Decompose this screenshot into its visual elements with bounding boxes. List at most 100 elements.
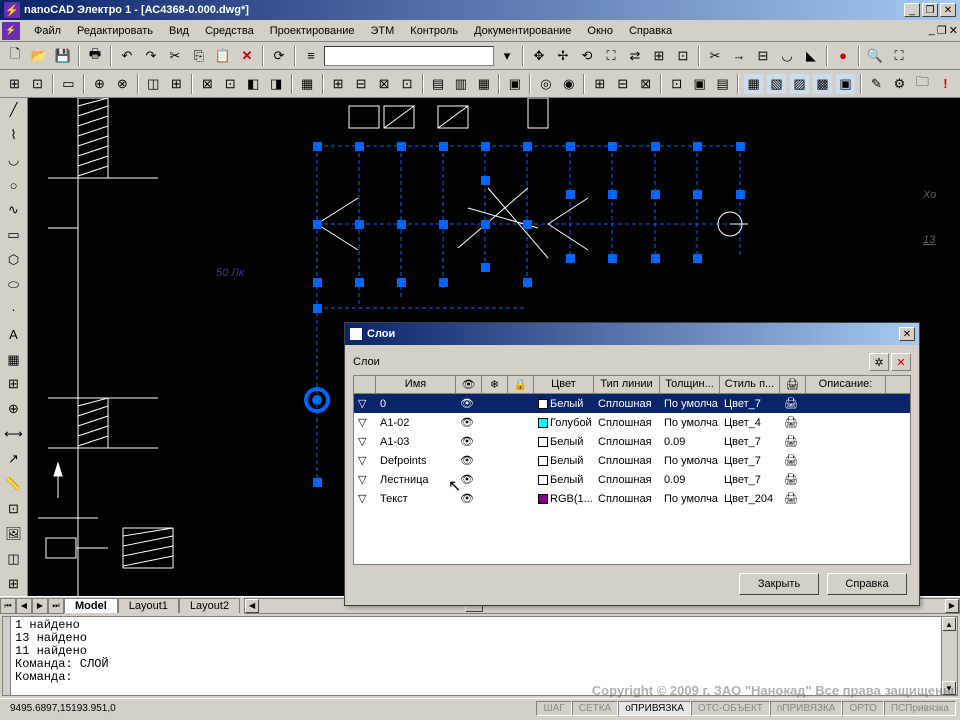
status-ОРТО[interactable]: ОРТО [842, 701, 883, 716]
layer-cell[interactable] [508, 422, 534, 424]
layer-cell[interactable]: По умолча [660, 492, 720, 506]
layer-col-header[interactable]: Стиль п... [720, 376, 780, 393]
layer-cell[interactable]: 🖨 [780, 453, 806, 468]
e2-icon[interactable]: ⊡ [27, 73, 48, 95]
e14-icon[interactable]: ⊟ [351, 73, 372, 95]
layer-cell[interactable] [482, 498, 508, 500]
e30-icon[interactable]: ▧ [766, 73, 787, 95]
e9-icon[interactable]: ⊡ [220, 73, 241, 95]
e19-icon[interactable]: ▦ [473, 73, 494, 95]
layer-cell[interactable]: 0 [376, 397, 456, 411]
e36-icon[interactable]: 🗀 [912, 73, 933, 95]
layer-cell[interactable]: А1-02 [376, 416, 456, 430]
rotate-icon[interactable]: ⟲ [576, 45, 598, 67]
e29-icon[interactable]: ▦ [743, 73, 764, 95]
layer-cell[interactable] [508, 441, 534, 443]
e17-icon[interactable]: ▤ [428, 73, 449, 95]
layer-cell[interactable]: 🖨 [780, 491, 806, 506]
layer-cell[interactable]: Голубой [534, 416, 594, 430]
layer-cell[interactable]: По умолча [660, 397, 720, 411]
e24-icon[interactable]: ⊟ [612, 73, 633, 95]
layer-cell[interactable] [806, 403, 886, 405]
e34-icon[interactable]: ✎ [866, 73, 887, 95]
layer-cell[interactable] [482, 441, 508, 443]
layer-cell[interactable]: 👁 [456, 453, 482, 468]
new-icon[interactable]: 🗋 [4, 45, 26, 67]
layer-row[interactable]: ▽А1-03👁БелыйСплошная0.09Цвет_7🖨 [354, 432, 910, 451]
layer-cell[interactable] [482, 479, 508, 481]
e32-icon[interactable]: ▩ [812, 73, 833, 95]
menu-Файл[interactable]: Файл [26, 23, 69, 39]
undo-icon[interactable]: ↶ [116, 45, 138, 67]
status-ОТС-ОБЪЕКТ[interactable]: ОТС-ОБЪЕКТ [691, 701, 770, 716]
layer-cell[interactable]: Сплошная [594, 397, 660, 411]
polyline-icon[interactable]: ⌇ [2, 124, 26, 147]
layer-cell[interactable]: ▽ [354, 396, 376, 411]
layer-cell[interactable]: 🖨 [780, 472, 806, 487]
table-icon[interactable]: ⊞ [2, 572, 26, 595]
layer-cell[interactable]: 👁 [456, 415, 482, 430]
redo-icon[interactable]: ↷ [140, 45, 162, 67]
insert-icon[interactable]: ⊕ [2, 398, 26, 421]
layer-cell[interactable] [806, 422, 886, 424]
layer-cell[interactable]: 0.09 [660, 473, 720, 487]
layer-cell[interactable] [806, 479, 886, 481]
refresh-icon[interactable]: ⟳ [268, 45, 290, 67]
e18-icon[interactable]: ▥ [450, 73, 471, 95]
layer-cell[interactable]: Сплошная [594, 435, 660, 449]
hatch-icon[interactable]: ▦ [2, 348, 26, 371]
circle-icon[interactable]: ○ [2, 174, 26, 197]
layer-col-header[interactable] [354, 376, 376, 393]
menu-Контроль[interactable]: Контроль [402, 23, 466, 39]
layer-row[interactable]: ▽Defpoints👁БелыйСплошнаяПо умолчаЦвет_7🖨 [354, 451, 910, 470]
layer-cell[interactable]: Белый [534, 473, 594, 487]
paste-icon[interactable]: 📋 [212, 45, 234, 67]
layer-col-header[interactable]: Толщин... [660, 376, 720, 393]
extend-icon[interactable]: → [728, 45, 750, 67]
layer-cell[interactable]: 👁 [456, 491, 482, 506]
fillet-icon[interactable]: ◡ [776, 45, 798, 67]
layer-cell[interactable]: Сплошная [594, 473, 660, 487]
zoom-icon[interactable]: 🔍 [864, 45, 886, 67]
e23-icon[interactable]: ⊞ [589, 73, 610, 95]
layer-cell[interactable] [508, 498, 534, 500]
layer-cell[interactable]: Сплошная [594, 454, 660, 468]
e3-icon[interactable]: ▭ [58, 73, 79, 95]
scroll-right-icon[interactable]: ▶ [945, 599, 959, 613]
menu-Вид[interactable]: Вид [161, 23, 197, 39]
copy-icon[interactable]: ⎘ [188, 45, 210, 67]
e8-icon[interactable]: ⊠ [197, 73, 218, 95]
scale-icon[interactable]: ⛶ [600, 45, 622, 67]
mdi-restore-button[interactable]: ❐ [937, 24, 947, 37]
e4-icon[interactable]: ⊕ [89, 73, 110, 95]
scroll-left-icon[interactable]: ◀ [245, 599, 259, 613]
layer-row[interactable]: ▽А1-02👁ГолубойСплошнаяПо умолчаЦвет_4🖨 [354, 413, 910, 432]
layer-cell[interactable]: 0.09 [660, 435, 720, 449]
menu-Справка[interactable]: Справка [621, 23, 680, 39]
ellipse-icon[interactable]: ⬭ [2, 273, 26, 296]
e20-icon[interactable]: ▣ [504, 73, 525, 95]
delete-icon[interactable]: ✕ [236, 45, 258, 67]
e7-icon[interactable]: ⊞ [166, 73, 187, 95]
e6-icon[interactable]: ◫ [143, 73, 164, 95]
cmd-handle[interactable] [3, 617, 11, 695]
line-icon[interactable]: ╱ [2, 99, 26, 122]
layer-cell[interactable]: По умолча [660, 416, 720, 430]
e33-icon[interactable]: ▣ [835, 73, 856, 95]
layer-col-header[interactable]: ❄ [482, 376, 508, 393]
trim-icon[interactable]: ✂ [704, 45, 726, 67]
layer-cell[interactable]: По умолча [660, 454, 720, 468]
layer-cell[interactable]: Цвет_4 [720, 416, 780, 430]
e22-icon[interactable]: ◉ [558, 73, 579, 95]
xref-icon[interactable]: ⊡ [2, 498, 26, 521]
layer-cell[interactable]: Цвет_204 [720, 492, 780, 506]
layer-cell[interactable]: 🖨 [780, 396, 806, 411]
menu-Средства[interactable]: Средства [197, 23, 262, 39]
layers-icon[interactable]: ≡ [300, 45, 322, 67]
layer-cell[interactable] [508, 403, 534, 405]
status-СЕТКА[interactable]: СЕТКА [572, 701, 619, 716]
layer-cell[interactable]: Цвет_7 [720, 397, 780, 411]
layer-cell[interactable]: Цвет_7 [720, 454, 780, 468]
dialog-titlebar[interactable]: Слои ✕ [345, 323, 919, 345]
block-icon[interactable]: ⊞ [2, 373, 26, 396]
